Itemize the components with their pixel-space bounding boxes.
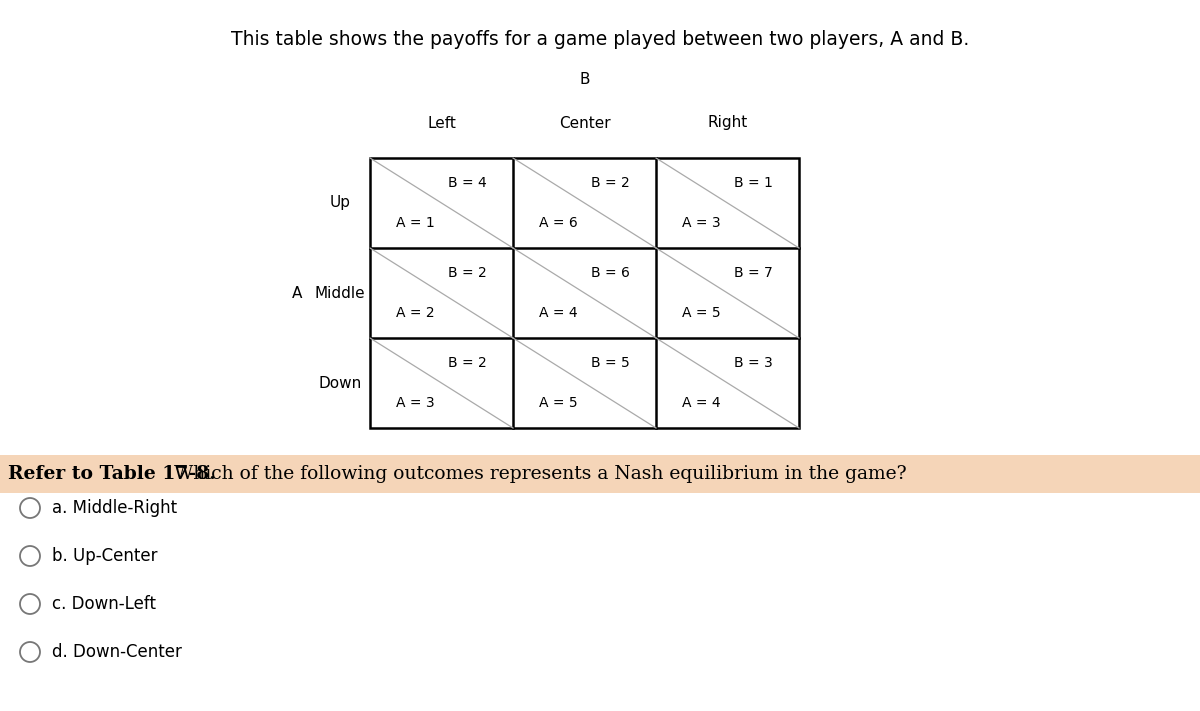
Text: A = 5: A = 5 [540,396,578,410]
Text: A: A [292,286,302,301]
Text: Which of the following outcomes represents a Nash equilibrium in the game?: Which of the following outcomes represen… [168,465,907,483]
Text: Center: Center [559,115,611,131]
Text: This table shows the payoffs for a game played between two players, A and B.: This table shows the payoffs for a game … [230,30,970,49]
Text: B = 2: B = 2 [448,356,487,370]
Text: Refer to Table 17-8.: Refer to Table 17-8. [8,465,216,483]
Text: Left: Left [427,115,456,131]
Text: A = 4: A = 4 [540,306,578,320]
Text: A = 1: A = 1 [396,216,436,230]
Text: B = 5: B = 5 [590,356,630,370]
Text: B = 6: B = 6 [590,266,630,280]
Text: Right: Right [707,115,748,131]
Text: B = 1: B = 1 [734,176,773,191]
Text: A = 5: A = 5 [683,306,721,320]
Text: Up: Up [330,196,350,210]
Text: c. Down-Left: c. Down-Left [52,595,156,613]
Text: B = 7: B = 7 [734,266,773,280]
Text: B = 2: B = 2 [448,266,487,280]
Text: Down: Down [318,375,361,390]
Text: B = 3: B = 3 [734,356,773,370]
Text: A = 3: A = 3 [683,216,721,230]
Text: Middle: Middle [314,286,365,301]
Bar [0,455,1200,493]
Text: d. Down-Center: d. Down-Center [52,643,182,661]
Text: b. Up-Center: b. Up-Center [52,547,157,565]
Text: A = 6: A = 6 [539,216,578,230]
Text: B = 2: B = 2 [590,176,630,191]
Text: A = 4: A = 4 [683,396,721,410]
Text: B: B [580,73,589,87]
Bar [370,158,799,428]
Text: A = 2: A = 2 [396,306,436,320]
Text: B = 4: B = 4 [448,176,487,191]
Text: A = 3: A = 3 [396,396,436,410]
Text: a. Middle-Right: a. Middle-Right [52,499,178,517]
